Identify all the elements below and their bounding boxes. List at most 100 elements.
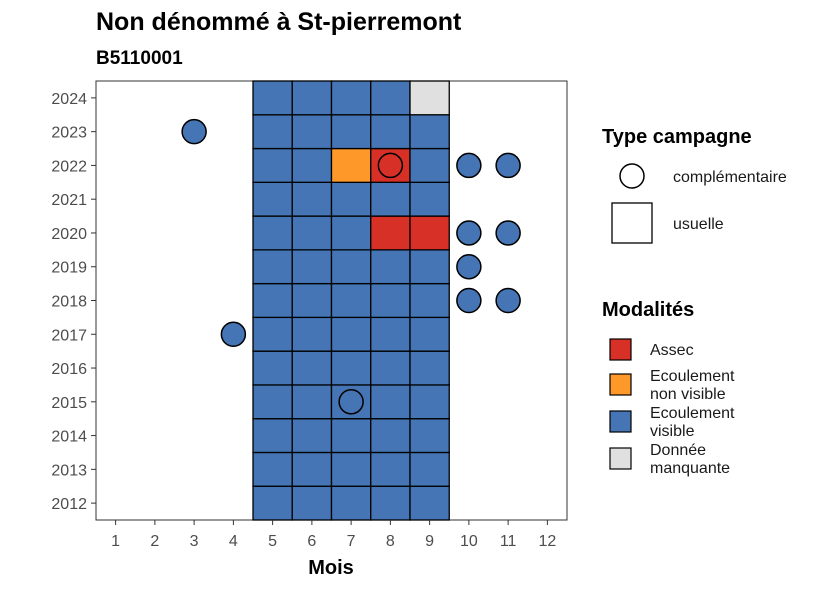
cell-2020-9	[409, 215, 450, 251]
cell-2023-9	[409, 114, 450, 150]
cell-2024-8	[370, 80, 411, 116]
x-tick-label-4: 4	[229, 533, 238, 550]
y-tick-label-2018: 2018	[51, 294, 87, 311]
y-tick-label-2016: 2016	[51, 361, 87, 378]
legend-modalite-label-0-0: Assec	[650, 342, 694, 359]
chart-title: Non dénommé à St-pierremont	[96, 8, 462, 36]
point-2015-7	[338, 389, 364, 415]
cell-2023-8	[370, 114, 411, 150]
x-tick-label-2: 2	[150, 533, 159, 550]
legend-swatch-0	[609, 338, 632, 361]
y-tick-label-2017: 2017	[51, 327, 87, 344]
cell-2023-5	[252, 114, 293, 150]
cell-2021-8	[370, 181, 411, 217]
point-2022-11	[495, 152, 521, 179]
x-tick-label-11: 11	[500, 533, 517, 550]
cell-2021-5	[252, 181, 293, 217]
cell-2018-8	[370, 282, 411, 319]
cell-2012-5	[252, 485, 293, 521]
cell-2022-9	[409, 147, 450, 183]
complementaire-points	[181, 118, 521, 415]
point-2020-11	[495, 220, 521, 246]
cell-2012-8	[370, 485, 411, 521]
legend-type-label-complementaire: complémentaire	[673, 169, 787, 186]
x-tick-label-12: 12	[538, 533, 556, 550]
cell-2017-8	[370, 316, 411, 352]
cell-2015-5	[252, 384, 293, 420]
cell-2019-8	[370, 249, 411, 285]
point-2022-8	[377, 152, 404, 179]
cell-2018-9	[409, 282, 450, 319]
cell-2017-9	[409, 316, 450, 352]
cell-2021-9	[409, 181, 450, 217]
legend-modalite-label-3-0: Donnée	[650, 442, 706, 459]
x-axis-title: Mois	[308, 557, 354, 579]
cell-2023-6	[291, 114, 333, 150]
x-tick-label-8: 8	[386, 533, 395, 550]
legend-modalite-label-2-0: Ecoulement	[650, 405, 735, 422]
y-tick-label-2019: 2019	[51, 260, 87, 277]
y-tick-label-2021: 2021	[51, 192, 87, 209]
y-tick-label-2013: 2013	[51, 462, 87, 479]
legend-swatch-1	[609, 373, 632, 396]
y-tick-label-2014: 2014	[51, 429, 87, 446]
cell-2022-7	[330, 147, 372, 183]
cell-2024-5	[252, 80, 293, 116]
cell-2015-8	[370, 384, 411, 420]
y-tick-label-2015: 2015	[51, 395, 87, 412]
legend-modalite-label-2-1: visible	[650, 423, 695, 440]
cell-2013-8	[370, 451, 411, 487]
y-tick-label-2012: 2012	[51, 496, 87, 513]
x-tick-label-6: 6	[307, 533, 316, 550]
y-tick-label-2022: 2022	[51, 158, 87, 175]
cell-2016-9	[409, 350, 450, 386]
legend-swatch-3	[609, 447, 632, 470]
y-tick-label-2023: 2023	[51, 125, 87, 142]
cell-2017-7	[330, 316, 372, 352]
cell-2016-8	[370, 350, 411, 386]
y-tick-label-2020: 2020	[51, 226, 87, 243]
cell-2016-7	[330, 350, 372, 386]
legend-modalite-label-1-0: Ecoulement	[650, 368, 735, 385]
x-tick-label-10: 10	[460, 533, 478, 550]
legend-circle-key	[619, 163, 645, 189]
x-axis: 1 2 3 4 5 6 7 8 9 10 11 12	[111, 520, 556, 550]
legend-type-items: complémentaire usuelle	[611, 163, 787, 244]
cell-2018-6	[291, 282, 333, 319]
cell-2022-5	[252, 147, 293, 183]
cell-2013-7	[330, 451, 372, 487]
cell-2015-6	[291, 384, 333, 420]
cell-2014-7	[330, 418, 372, 454]
cell-2014-8	[370, 418, 411, 454]
cell-2012-7	[330, 485, 372, 521]
cell-2024-6	[291, 80, 333, 116]
x-tick-label-1: 1	[111, 533, 120, 550]
cell-2014-6	[291, 418, 333, 454]
x-tick-label-3: 3	[190, 533, 199, 550]
cell-2013-9	[409, 451, 450, 487]
cell-2022-6	[291, 147, 333, 183]
cell-2014-9	[409, 418, 450, 454]
cell-2015-9	[409, 384, 450, 420]
usuelle-cells	[252, 80, 450, 521]
legend-modalites-title: Modalités	[602, 299, 694, 321]
point-2017-4	[220, 321, 247, 348]
cell-2016-5	[252, 350, 293, 386]
cell-2017-6	[291, 316, 333, 352]
x-tick-label-5: 5	[268, 533, 277, 550]
cell-2018-5	[252, 282, 293, 319]
cell-2013-5	[252, 451, 293, 487]
cell-2016-6	[291, 350, 333, 386]
point-2018-10	[456, 287, 482, 314]
legend-modalite-label-3-1: manquante	[650, 460, 730, 477]
point-2022-10	[456, 152, 482, 179]
cell-2019-7	[330, 249, 372, 285]
legend-square-key	[611, 202, 653, 244]
cell-2024-7	[330, 80, 372, 116]
cell-2023-7	[330, 114, 372, 150]
cell-2017-5	[252, 316, 293, 352]
point-2019-10	[456, 253, 482, 280]
legend: Type campagne Modalités complémentaire us…	[602, 126, 787, 477]
